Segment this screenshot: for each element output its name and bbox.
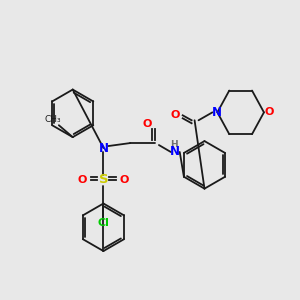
Text: N: N bbox=[98, 142, 108, 154]
Text: Cl: Cl bbox=[98, 218, 110, 228]
Text: N: N bbox=[170, 146, 180, 158]
Text: O: O bbox=[170, 110, 179, 120]
Text: CH₃: CH₃ bbox=[45, 115, 61, 124]
Text: O: O bbox=[78, 175, 87, 185]
Text: H: H bbox=[170, 140, 178, 148]
Text: S: S bbox=[99, 173, 108, 186]
Text: N: N bbox=[212, 106, 222, 119]
Text: O: O bbox=[142, 119, 152, 129]
Text: O: O bbox=[120, 175, 129, 185]
Text: O: O bbox=[264, 107, 274, 117]
